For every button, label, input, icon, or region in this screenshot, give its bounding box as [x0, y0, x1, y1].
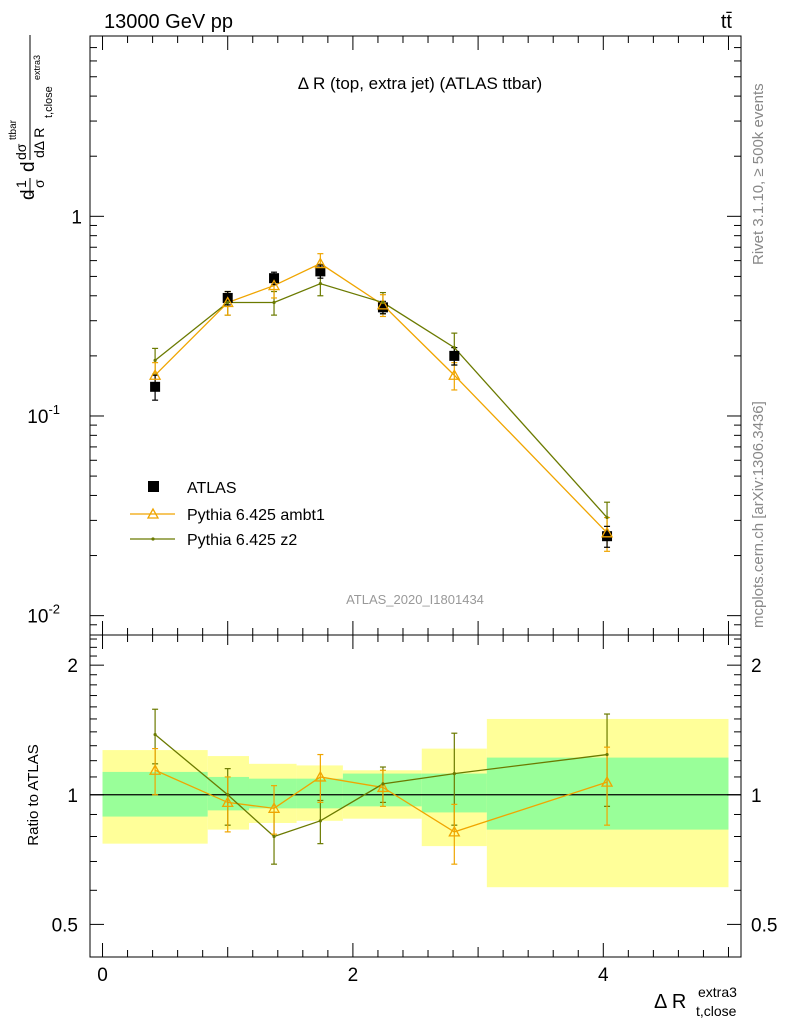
svg-text:t,close: t,close	[43, 86, 55, 118]
svg-text:dΔ R: dΔ R	[31, 128, 47, 158]
ambt1-point	[600, 526, 614, 538]
ratio-y-tick-label: 0.5	[52, 915, 78, 936]
y-tick-label: 10-1	[27, 402, 60, 428]
z2-point	[272, 300, 276, 305]
ratio-ambt1-point	[376, 781, 390, 793]
y-tick-label: 10-2	[27, 602, 60, 628]
x-tick-label: 0	[97, 965, 108, 986]
main-plot: Δ R (top, extra jet) (ATLAS ttbar) ATLAS…	[27, 35, 742, 636]
ambt1-point	[314, 257, 327, 269]
z2-point	[226, 300, 230, 305]
svg-text:1: 1	[13, 180, 29, 188]
svg-text:extra3: extra3	[32, 55, 42, 80]
ratio-ambt1-point	[267, 802, 281, 813]
mcplots-label: mcplots.cern.ch [arXiv:1306.3436]	[750, 401, 767, 628]
svg-text:extra3: extra3	[698, 984, 737, 1000]
main-plot-title: Δ R (top, extra jet) (ATLAS ttbar)	[298, 74, 542, 93]
ratio-z2-point	[226, 793, 230, 797]
ambt1-point	[221, 296, 234, 308]
x-axis-label: Δ R extra3 t,close	[654, 984, 737, 1019]
legend-marker-ambt1	[146, 507, 160, 519]
z2-point	[381, 300, 385, 305]
uncertainty-band-inner	[248, 778, 297, 809]
atlas-data-point	[150, 381, 161, 392]
z2-point	[452, 346, 456, 350]
svg-text:dσ: dσ	[13, 143, 29, 160]
uncertainty-band-inner	[296, 778, 343, 809]
atlas-data-point	[315, 266, 326, 277]
ratio-y-tick-label-right: 0.5	[751, 915, 777, 936]
uncertainty-band-inner	[342, 773, 422, 807]
legend: ATLAS Pythia 6.425 ambt1 Pythia 6.425 z2	[130, 480, 325, 549]
ratio-z2-point	[605, 752, 609, 757]
ratio-z2-point	[381, 782, 385, 786]
legend-label-ambt1: Pythia 6.425 ambt1	[187, 507, 325, 524]
svg-text:Δ R: Δ R	[654, 991, 686, 1013]
legend-marker-atlas	[148, 481, 159, 492]
ratio-z2-point	[452, 771, 456, 776]
atlas-data-point	[449, 350, 460, 361]
svg-text:ttbar: ttbar	[8, 119, 19, 140]
ratio-ambt1-point	[148, 763, 162, 775]
ratio-z2-point	[318, 819, 322, 823]
legend-marker-z2	[151, 537, 155, 541]
ratio-ambt1-point	[314, 770, 327, 782]
ratio-ambt1-point	[448, 825, 461, 837]
x-tick-label: 2	[348, 965, 359, 986]
ambt1-point	[448, 368, 461, 380]
legend-label-atlas: ATLAS	[187, 480, 237, 497]
ratio-y-tick-label: 1	[67, 786, 78, 807]
legend-label-z2: Pythia 6.425 z2	[187, 532, 297, 549]
ambt1-point	[148, 368, 162, 380]
z2-point	[318, 282, 322, 286]
ratio-y-tick-label-right: 2	[751, 656, 762, 677]
z2-point	[605, 515, 609, 520]
ratio-y-tick-label: 2	[67, 656, 78, 677]
analysis-label: ATLAS_2020_I1801434	[346, 592, 484, 607]
ratio-ambt1-point	[221, 796, 234, 808]
svg-text:d: d	[18, 189, 39, 200]
svg-text:t,close: t,close	[696, 1003, 737, 1019]
svg-text:d: d	[18, 161, 39, 172]
ratio-z2-point	[153, 732, 157, 737]
main-ylabel: d 1 σ d dσ ttbar dΔ R t,close extra3	[8, 35, 55, 200]
x-tick-label: 4	[598, 965, 609, 986]
y-tick-label-exponent: -2	[48, 602, 60, 617]
z2-point	[153, 358, 157, 362]
ratio-y-tick-label-right: 1	[751, 786, 762, 807]
atlas-data-point	[377, 302, 388, 313]
ambt1-point	[267, 279, 281, 291]
ratio-ambt1-point	[600, 775, 614, 787]
ratio-plot: 0.5 0.5 1 1 2 2 0 2 4 Ratio to ATLAS	[25, 634, 777, 986]
ratio-plot-frame	[89, 634, 742, 958]
uncertainty-band-inner	[486, 757, 729, 830]
energy-label: 13000 GeV pp	[104, 11, 233, 33]
ratio-ylabel: Ratio to ATLAS	[25, 744, 42, 845]
y-tick-label: 1	[71, 207, 82, 228]
y-tick-label-exponent: -1	[48, 402, 60, 417]
ratio-z2-point	[272, 834, 276, 839]
svg-text:σ: σ	[31, 179, 47, 188]
rivet-version-label: Rivet 3.1.10, ≥ 500k events	[750, 83, 767, 265]
ambt1-point	[376, 298, 390, 310]
process-label: tt̄	[721, 11, 733, 33]
atlas-data-point	[269, 273, 280, 284]
